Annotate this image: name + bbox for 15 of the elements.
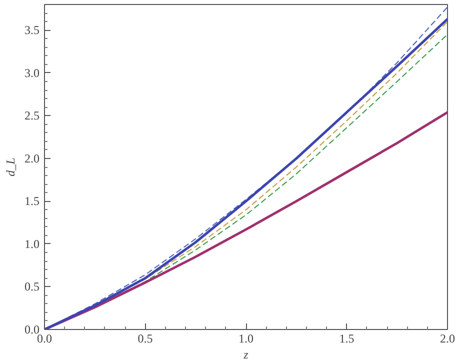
x-tick-label: 0.0	[37, 332, 52, 346]
x-axis-title: z	[242, 348, 249, 362]
y-tick-label: 1.0	[24, 236, 40, 251]
y-tick-label: 3.5	[24, 23, 40, 38]
y-tick-label: 2.5	[24, 108, 40, 123]
y-tick-label: 0.0	[24, 322, 40, 336]
x-tick-label: 1.0	[238, 332, 254, 346]
x-tick-label: 1.5	[339, 332, 354, 346]
y-tick-label: 2.0	[24, 151, 40, 166]
x-tick-label: 2.0	[440, 332, 455, 346]
y-tick-label: 0.5	[24, 280, 40, 294]
y-tick-label: 1.5	[24, 194, 40, 208]
y-tick-label: 3.0	[24, 66, 40, 80]
x-tick-label: 0.5	[138, 332, 153, 346]
y-axis-title: d_L	[4, 157, 18, 176]
